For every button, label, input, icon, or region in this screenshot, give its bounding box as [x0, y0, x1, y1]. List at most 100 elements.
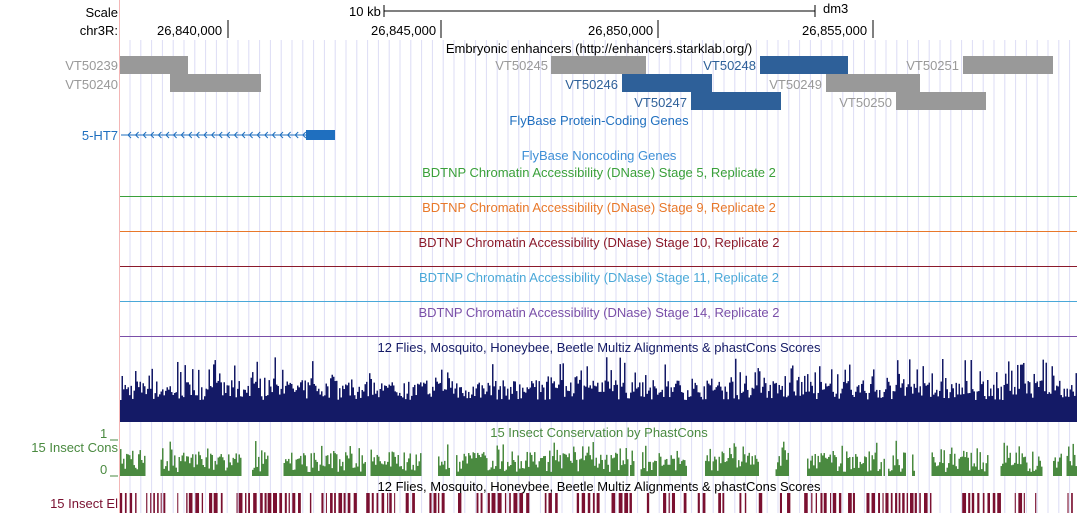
conserved-element — [253, 493, 257, 513]
multiz-bar — [844, 369, 846, 422]
conserved-element — [458, 493, 462, 513]
phastcons-bar — [504, 471, 506, 476]
enhancer-feature[interactable] — [963, 56, 1053, 74]
conserved-element — [962, 493, 967, 513]
multiz-bar — [622, 382, 624, 422]
phastcons-bar — [1068, 446, 1070, 476]
dnase-stage14-title[interactable]: BDTNP Chromatin Accessibility (DNase) St… — [418, 305, 780, 320]
multiz-bar — [583, 385, 585, 422]
phastcons-bar — [531, 454, 533, 476]
multiz-bar — [786, 397, 788, 422]
phastcons-bar — [1029, 468, 1031, 476]
phastcons-bar — [825, 457, 827, 476]
phastcons-bar — [1018, 446, 1020, 476]
phastcons-left-label[interactable]: 15 Insect Cons — [31, 440, 118, 455]
phastcons-bar — [361, 455, 363, 476]
multiz-bar — [217, 380, 219, 422]
conserved-element — [919, 493, 921, 513]
enhancer-feature[interactable] — [170, 74, 261, 92]
phastcons-bar — [376, 454, 378, 476]
enhancer-label[interactable]: VT50248 — [703, 58, 756, 73]
dnase-stage9-title[interactable]: BDTNP Chromatin Accessibility (DNase) St… — [422, 200, 776, 215]
multiz-bar — [672, 391, 674, 422]
multiz-bar — [627, 398, 629, 422]
conserved-element — [890, 493, 893, 513]
phastcons-bar — [675, 470, 677, 476]
multiz-bar — [1045, 362, 1047, 422]
enhancer-feature[interactable] — [120, 56, 188, 74]
phastcons-bar — [495, 466, 497, 476]
phastcons-bar — [1024, 456, 1026, 476]
enhancer-feature[interactable] — [551, 56, 646, 74]
dnase-stage11-title[interactable]: BDTNP Chromatin Accessibility (DNase) St… — [418, 270, 780, 285]
conserved-element — [718, 493, 721, 513]
multiz-track-title[interactable]: 12 Flies, Mosquito, Honeybee, Beetle Mul… — [377, 340, 821, 355]
conserved-element — [298, 493, 301, 513]
multiz-bar — [591, 388, 593, 422]
conserved-element — [309, 493, 312, 513]
phastcons-bar — [817, 455, 819, 476]
conserved-element — [201, 493, 204, 513]
enhancer-feature[interactable] — [896, 92, 986, 110]
phastcons-track-title[interactable]: 15 Insect Conservation by PhastCons — [490, 425, 708, 440]
ruler-position-4: 26,855,000 — [802, 23, 868, 38]
multiz-bar — [651, 399, 653, 422]
multiz-bar — [919, 386, 921, 422]
multiz-bar — [867, 399, 869, 422]
enhancer-feature[interactable] — [826, 74, 920, 92]
phastcons-bar — [667, 464, 669, 476]
conserved-element — [898, 493, 901, 513]
multiz-bar — [879, 390, 881, 422]
enhancer-feature[interactable] — [622, 74, 712, 92]
enhancer-label[interactable]: VT50247 — [634, 95, 687, 110]
multiz-bar — [880, 397, 882, 422]
elements-left-label[interactable]: 15 Insect El — [50, 496, 118, 511]
multiz-bar — [222, 395, 224, 422]
multiz-bar — [277, 385, 279, 422]
gene-label[interactable]: 5-HT7 — [81, 128, 118, 143]
enhancer-label[interactable]: VT50245 — [495, 58, 548, 73]
enhancer-label[interactable]: VT50240 — [65, 77, 118, 92]
enhancer-label[interactable]: VT50251 — [906, 58, 959, 73]
conserved-elements[interactable] — [120, 493, 1078, 513]
dnase-stage10-title[interactable]: BDTNP Chromatin Accessibility (DNase) St… — [418, 235, 780, 250]
phastcons-bar — [781, 447, 783, 476]
phastcons-bar — [568, 453, 570, 476]
phastcons-bar — [1035, 469, 1037, 476]
multiz-bar — [790, 368, 792, 422]
dnase-stage5-title[interactable]: BDTNP Chromatin Accessibility (DNase) St… — [422, 165, 776, 180]
enhancer-label[interactable]: VT50239 — [65, 58, 118, 73]
enhancer-feature[interactable] — [760, 56, 848, 74]
multiz-bar — [711, 378, 713, 422]
enhancer-label[interactable]: VT50249 — [769, 77, 822, 92]
enhancer-label[interactable]: VT50246 — [565, 77, 618, 92]
gene-model-5-ht7[interactable] — [0, 126, 340, 146]
enhancer-track-title[interactable]: Embryonic enhancers (http://enhancers.st… — [445, 41, 753, 56]
multiz-bar — [778, 384, 780, 422]
scale-label: Scale — [85, 5, 118, 20]
phastcons-bar — [849, 457, 851, 476]
phastcons-bar — [627, 459, 629, 476]
phastcons-bar — [321, 445, 323, 476]
multiz-bar — [484, 394, 486, 422]
phastcons-conservation-bars[interactable] — [120, 438, 1078, 478]
multiz-bar — [846, 383, 848, 422]
conserved-element — [153, 493, 155, 513]
phastcons-bar — [186, 456, 188, 476]
multiz-bar — [855, 391, 857, 422]
flybase-noncoding-track-title[interactable]: FlyBase Noncoding Genes — [521, 148, 677, 163]
enhancer-feature[interactable] — [691, 92, 781, 110]
multiz-bar — [481, 385, 483, 422]
phastcons-bar — [1032, 451, 1034, 476]
phastcons-bar — [142, 462, 144, 476]
multiz-bar — [313, 383, 315, 422]
multiz-conservation-bars[interactable] — [120, 354, 1078, 424]
flybase-coding-track-title[interactable]: FlyBase Protein-Coding Genes — [509, 113, 689, 128]
multiz-bar — [141, 392, 143, 422]
multiz-track-title-2[interactable]: 12 Flies, Mosquito, Honeybee, Beetle Mul… — [377, 479, 821, 494]
enhancer-label[interactable]: VT50250 — [839, 95, 892, 110]
multiz-bar — [321, 391, 323, 422]
conserved-element — [387, 493, 389, 513]
multiz-bar — [511, 393, 513, 422]
